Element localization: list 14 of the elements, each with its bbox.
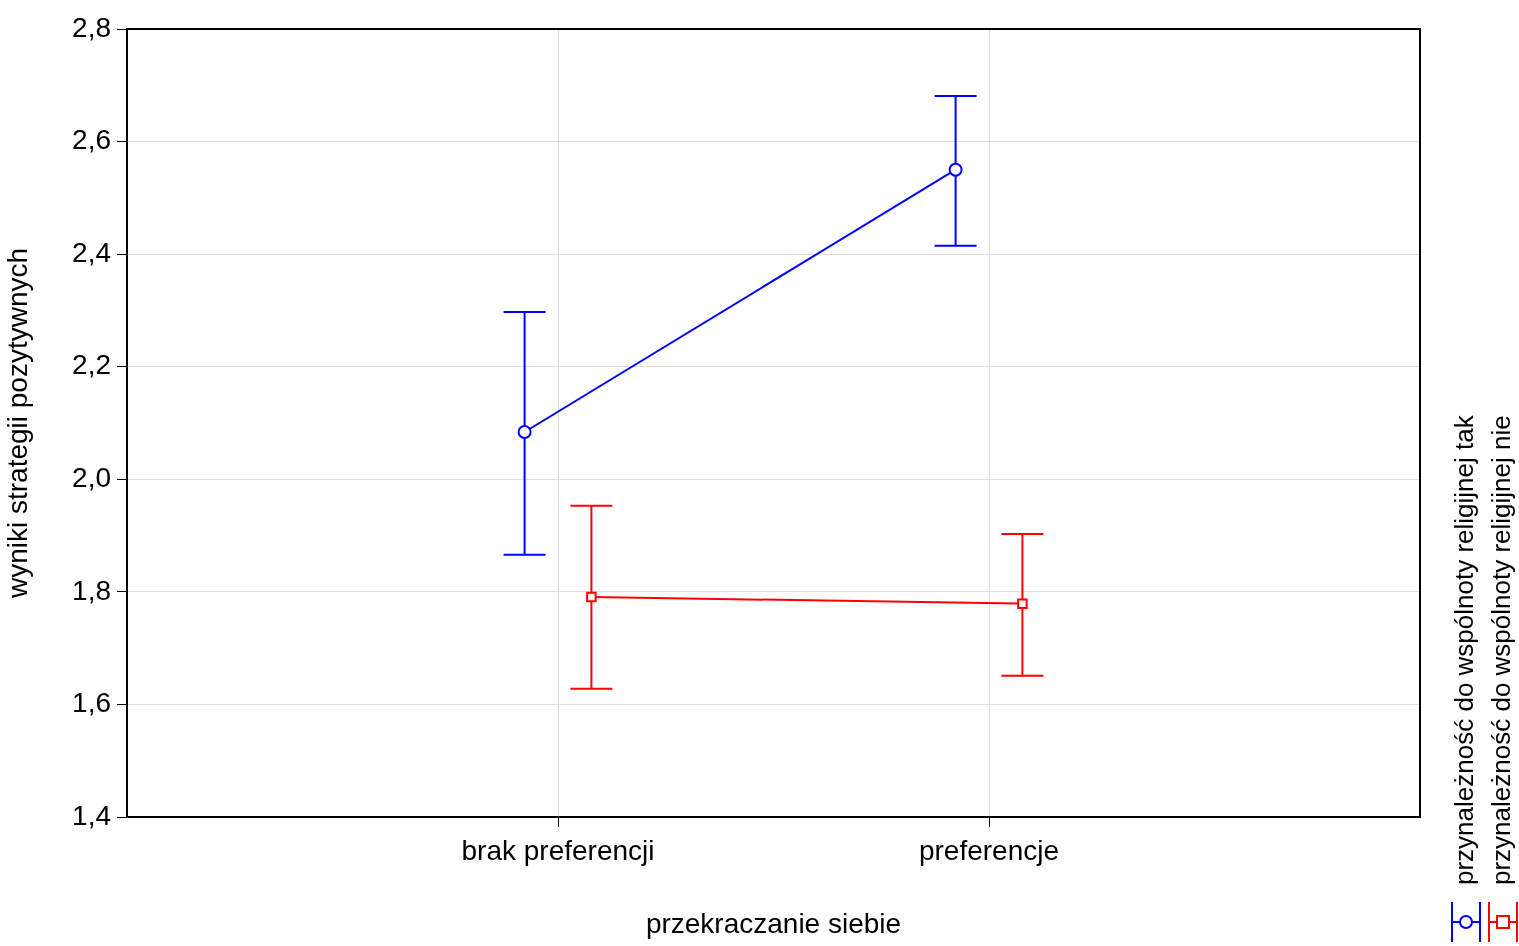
y-tick-label: 1,8 bbox=[72, 574, 111, 606]
x-tick-label: brak preferencji bbox=[461, 834, 655, 866]
y-tick-label: 2,8 bbox=[72, 11, 111, 43]
text: przynależność do wspólnoty religijnej tak bbox=[1449, 414, 1480, 885]
y-tick-label: 2,2 bbox=[72, 349, 111, 381]
text: przynależność do wspólnoty religijnej nie bbox=[1486, 415, 1517, 885]
x-tick-label: preferencje bbox=[918, 834, 1060, 866]
y-tick-label: 1,6 bbox=[72, 687, 111, 719]
y-tick-label: 2,0 bbox=[72, 462, 111, 493]
y-tick-label: 2,6 bbox=[72, 124, 111, 156]
y-tick-label: 1,4 bbox=[72, 799, 111, 831]
y-axis-title: wyniki strategii pozytywnych bbox=[1, 247, 33, 600]
x-axis-title: przekraczanie siebie bbox=[645, 907, 902, 939]
y-tick-label: 2,4 bbox=[72, 236, 111, 268]
